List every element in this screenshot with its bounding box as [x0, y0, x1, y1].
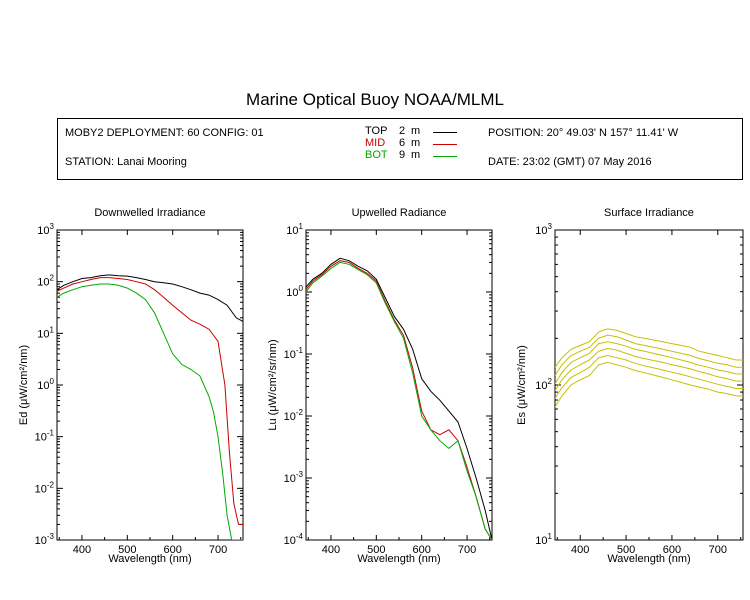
series-line-bot: [57, 283, 243, 540]
info-box: MOBY2 DEPLOYMENT: 60 CONFIG: 01 STATION:…: [57, 118, 743, 180]
series-line-mid: [57, 277, 243, 525]
x-axis-label: Wavelength (nm): [357, 553, 440, 565]
x-tick-label: 700: [458, 544, 476, 556]
y-tick-label: 10-3: [35, 532, 55, 547]
y-axis-label: Ed (μW/cm²/nm): [18, 345, 30, 425]
chart-3: Surface Irradiance 400 500 600 700 101 102 103 W…: [516, 207, 744, 565]
legend-top-line: [433, 132, 457, 133]
legend-mid-unit: m: [411, 137, 421, 149]
y-tick-label: 10-2: [35, 480, 55, 495]
y-tick-label: 101: [37, 325, 54, 340]
y-tick-label: 102: [535, 377, 552, 392]
legend-bot-unit: m: [411, 149, 421, 161]
y-tick-label: 103: [37, 222, 54, 237]
legend-top-depth: 2: [399, 125, 406, 137]
chart-title: Downwelled Irradiance: [94, 207, 205, 219]
series-line-4: [555, 347, 743, 391]
series-group: [306, 257, 492, 540]
legend-bot: BOT 9 m: [365, 149, 475, 162]
date-label: DATE: 23:02 (GMT) 07 May 2016: [488, 156, 652, 168]
page-title: Marine Optical Buoy NOAA/MLML: [246, 90, 504, 109]
y-tick-label: 10-1: [284, 346, 304, 361]
x-tick-label: 500: [617, 544, 635, 556]
plot-frame: [305, 229, 493, 541]
deployment-label: MOBY2 DEPLOYMENT: 60 CONFIG: 01: [65, 127, 264, 139]
legend-mid-name: MID: [365, 137, 386, 149]
legend-top: TOP 2 m: [365, 125, 475, 138]
legend-mid-line: [433, 144, 457, 145]
chart-title: Upwelled Radiance: [352, 207, 447, 219]
x-tick-label: 600: [413, 544, 431, 556]
series-group: [57, 274, 243, 540]
legend-bot-name: BOT: [365, 149, 388, 161]
x-tick-label: 400: [73, 544, 91, 556]
series-line-top: [57, 274, 243, 322]
depth-legend: TOP 2 m MID 6 m BOT 9 m: [365, 125, 475, 175]
legend-bot-line: [433, 156, 457, 157]
plot-frame: [56, 229, 244, 541]
y-tick-label: 10-2: [284, 408, 304, 423]
series-line-6: [555, 361, 743, 408]
x-tick-label: 400: [571, 544, 589, 556]
x-tick-label: 700: [709, 544, 727, 556]
y-axis-label: Es (μW/cm²/nm): [516, 345, 528, 425]
series-line-3: [555, 341, 743, 384]
y-tick-label: 103: [535, 222, 552, 237]
legend-mid: MID 6 m: [365, 137, 475, 150]
x-tick-label: 700: [209, 544, 227, 556]
y-tick-label: 100: [286, 284, 303, 299]
series-line-bot: [306, 261, 492, 540]
plot-frame: [554, 229, 744, 541]
y-tick-label: 101: [286, 222, 303, 237]
x-tick-label: 500: [367, 544, 385, 556]
series-line-mid: [306, 260, 492, 540]
x-tick-label: 400: [322, 544, 340, 556]
y-tick-label: 102: [37, 274, 54, 289]
x-tick-label: 500: [118, 544, 136, 556]
series-line-1: [555, 328, 743, 368]
chart-title: Surface Irradiance: [604, 207, 694, 219]
legend-mid-depth: 6: [399, 137, 406, 149]
y-tick-label: 10-4: [284, 532, 304, 547]
y-tick-label: 10-3: [284, 470, 304, 485]
chart-2: Upwelled Radiance 400 500 600 700 10-4 10-3 10-…: [267, 207, 493, 565]
y-tick-label: 101: [535, 532, 552, 547]
series-group: [555, 328, 743, 408]
legend-top-name: TOP: [365, 125, 388, 137]
x-tick-label: 600: [164, 544, 182, 556]
y-tick-label: 100: [37, 377, 54, 392]
series-line-2: [555, 334, 743, 376]
station-label: STATION: Lanai Mooring: [65, 156, 187, 168]
x-tick-label: 600: [663, 544, 681, 556]
series-line-5: [555, 354, 743, 399]
position-label: POSITION: 20° 49.03' N 157° 11.41' W: [488, 127, 679, 139]
legend-bot-depth: 9: [399, 149, 406, 161]
chart-1: Downwelled Irradiance 400 500 600 700 10-3 10-…: [18, 207, 244, 565]
y-axis-label: Lu (μW/cm²/sr/nm): [267, 339, 279, 430]
legend-top-unit: m: [411, 125, 421, 137]
y-tick-label: 10-1: [35, 429, 55, 444]
x-axis-label: Wavelength (nm): [108, 553, 191, 565]
x-axis-label: Wavelength (nm): [607, 553, 690, 565]
series-line-top: [306, 257, 492, 540]
